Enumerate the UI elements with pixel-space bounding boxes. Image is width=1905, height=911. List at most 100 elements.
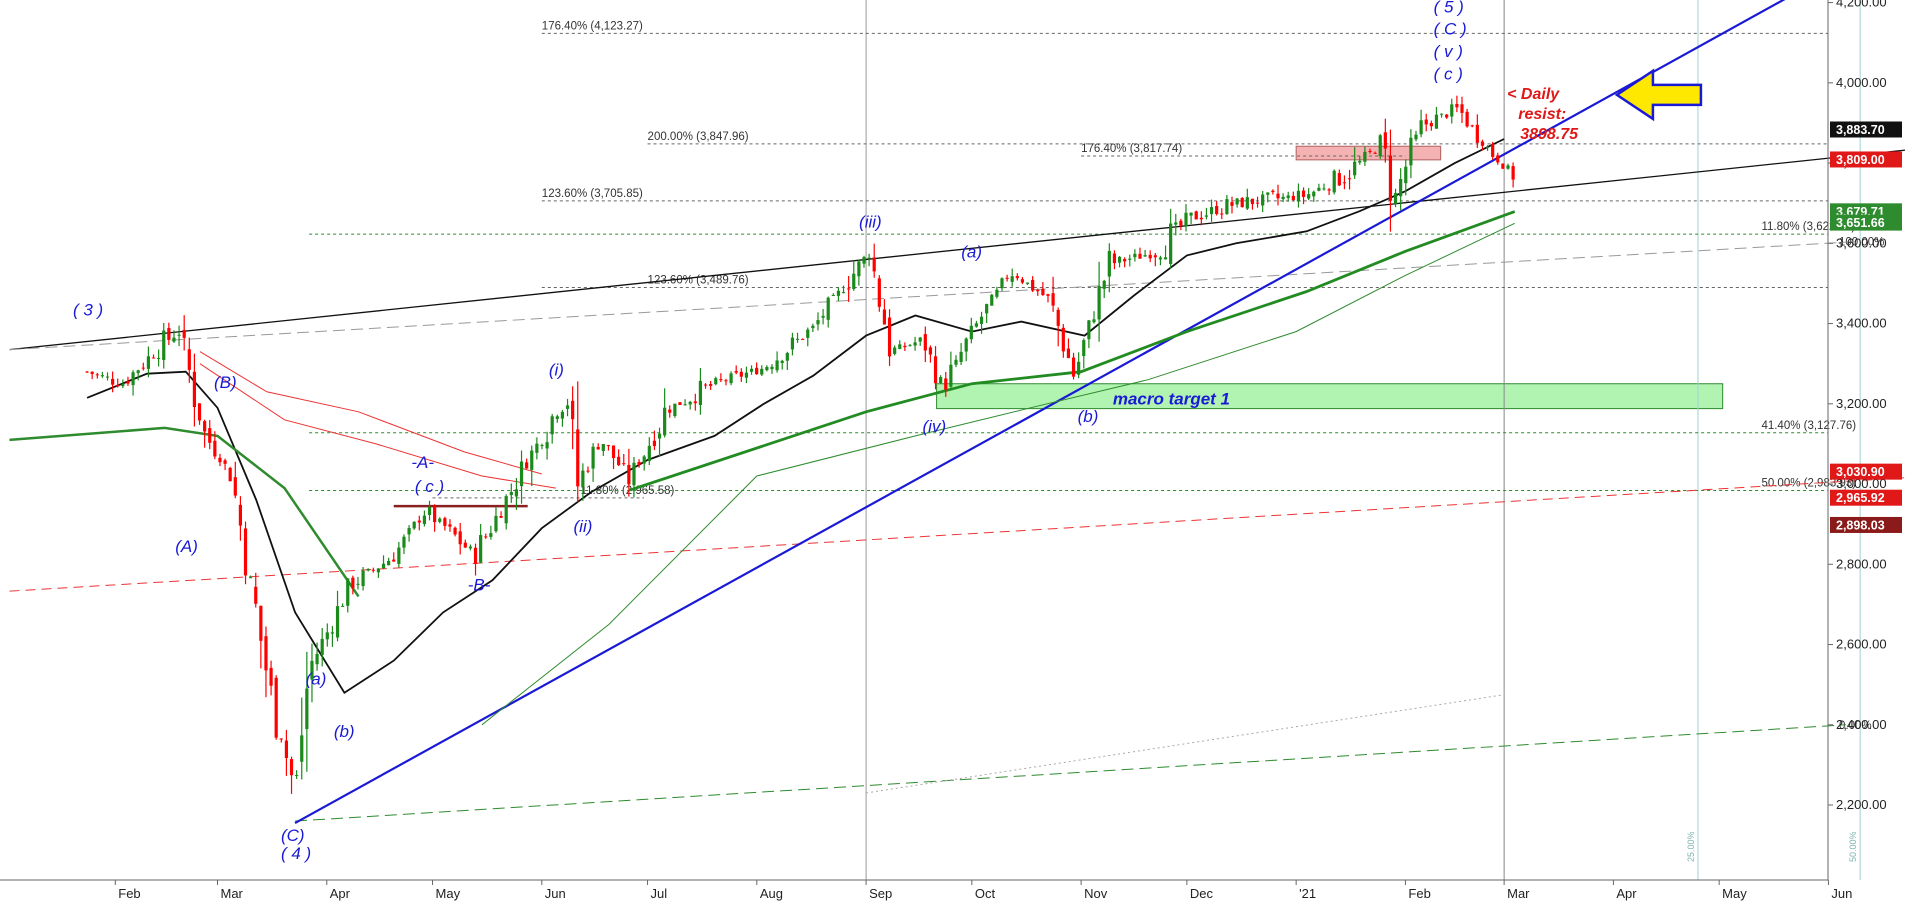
candle-body [239,505,242,526]
x-tick-label: Feb [118,886,140,901]
candle-body [591,447,594,469]
candle-body [1149,255,1152,258]
wave-label: -A- [411,453,434,472]
candle-body [888,318,891,357]
candle-body [418,521,421,523]
candle-body [407,528,410,534]
candle-body [392,560,395,562]
candle-body [1343,182,1346,183]
candle-body [612,446,615,459]
price-tag-label: 3,809.00 [1836,153,1885,167]
candle-body [121,384,124,386]
price-tag-label: 3,651.66 [1836,216,1885,230]
resistance-zone [1296,146,1441,160]
candle-body [1333,171,1336,193]
candle-body [1082,340,1085,356]
macro-target-label: macro target 1 [1113,390,1230,409]
candle-body [1236,198,1239,204]
fib-level-label: 200.00% (3,847.96) [648,131,749,143]
candle-body [1261,195,1264,206]
candle-body [1379,135,1382,156]
candle-body [1016,276,1019,278]
candle-body [1501,164,1504,169]
candle-body [1241,198,1244,207]
candle-body [535,444,538,453]
candle-body [1338,173,1341,185]
candle-body [1159,258,1162,260]
candle-body [1118,257,1121,263]
candle-body [673,404,676,416]
candle-body [704,385,707,386]
candle-body [346,579,349,606]
wave-label: (b) [334,722,355,741]
price-tag-label: 3,030.90 [1836,465,1885,479]
candle-body [382,564,385,569]
candle-body [372,570,375,571]
candle-body [980,317,983,324]
candle-body [637,462,640,465]
candle-body [1271,191,1274,192]
candle-body [177,335,180,336]
candle-body [571,401,574,419]
candle-body [290,759,293,775]
x-tick-label: Feb [1408,886,1430,901]
wave-label: -B- [468,575,491,594]
candle-body [954,360,957,365]
x-tick-label: Apr [1616,886,1637,901]
candle-body [724,380,727,381]
wave-label: (C) [281,826,305,845]
candle-body [561,412,564,419]
candle-body [356,584,359,585]
candle-body [934,356,937,383]
candle-body [91,372,94,374]
candle-body [1179,221,1182,226]
wave-label: (b) [1078,407,1099,426]
wave-label: ( 4 ) [281,844,311,863]
candle-body [183,330,186,338]
y-tick-label: 2,800.00 [1836,556,1887,571]
candle-body [1302,191,1305,197]
x-tick-label: Jun [1831,886,1852,901]
fib-time-label: 25.00% [1686,831,1696,862]
candle-body [474,548,477,564]
candle-body [101,375,104,376]
candle-body [341,606,344,607]
candle-body [1220,214,1223,215]
candle-body [1266,192,1269,194]
candle-body [719,379,722,380]
y-tick-label: 3,200.00 [1836,396,1887,411]
candle-body [995,290,998,297]
candle-body [683,404,686,405]
wave-label: (A) [175,537,198,556]
candle-body [443,518,446,526]
candle-body [1098,286,1101,319]
candle-body [1062,328,1065,352]
candle-body [1210,207,1213,214]
candle-body [494,516,497,531]
x-tick-label: Dec [1190,886,1214,901]
candle-body [1190,213,1193,216]
candle-body [959,352,962,362]
candle-body [1481,142,1484,146]
candle-body [254,587,257,604]
candle-body [545,442,548,448]
candle-body [510,492,513,495]
candle-body [505,496,508,523]
candle-body [453,528,456,535]
candle-body [1108,251,1111,277]
candle-body [1404,167,1407,183]
wave-label: ( c ) [1434,65,1463,84]
candle-body [1113,254,1116,264]
fib-level-label: 176.40% (3,817.74) [1081,143,1182,155]
wave-label: ( C ) [1434,20,1467,39]
candle-body [1021,279,1024,282]
candle-body [1154,255,1157,257]
candle-body [198,403,201,420]
fib-time-label: 50.00% [1848,831,1858,862]
wave-label: (iii) [859,212,882,231]
candle-body [1399,179,1402,196]
x-tick-label: Jul [651,886,668,901]
candle-body [1491,144,1494,157]
candle-body [1184,213,1187,226]
candle-body [259,606,262,641]
